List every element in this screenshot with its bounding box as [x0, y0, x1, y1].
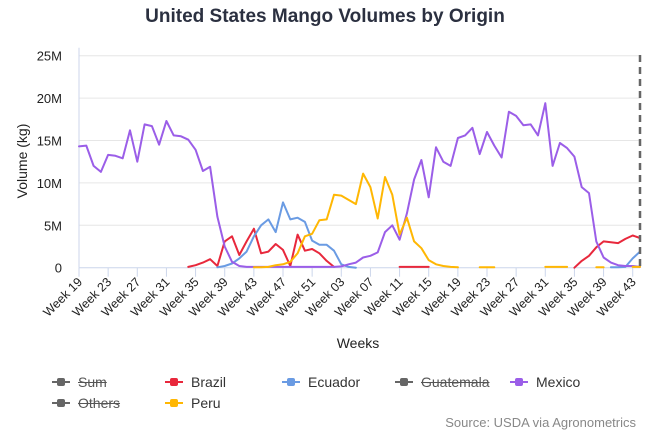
- legend-swatch-icon: [52, 398, 70, 408]
- legend-item-guatemala[interactable]: Guatemala: [395, 374, 489, 390]
- legend-item-brazil[interactable]: Brazil: [165, 374, 226, 390]
- legend-swatch-icon: [165, 377, 183, 387]
- legend-swatch-icon: [165, 398, 183, 408]
- legend-item-sum[interactable]: Sum: [52, 374, 107, 390]
- legend-swatch-icon: [510, 377, 528, 387]
- x-axis-label: Weeks: [337, 335, 380, 351]
- legend-label: Mexico: [536, 374, 581, 390]
- legend-label: Guatemala: [421, 374, 490, 390]
- series-line-mexico: [78, 102, 641, 268]
- y-tick-label: 25M: [37, 49, 62, 64]
- series-line-brazil: [187, 227, 641, 269]
- series-line-peru: [252, 172, 641, 269]
- legend-label: Sum: [78, 374, 107, 390]
- y-tick-label: 0: [55, 261, 62, 276]
- legend-swatch-icon: [395, 377, 413, 387]
- legend-item-ecuador[interactable]: Ecuador: [282, 374, 360, 390]
- y-tick-label: 10M: [37, 176, 62, 191]
- source-note: Source: USDA via Agronometrics: [445, 415, 636, 430]
- y-axis-label: Volume (kg): [14, 124, 30, 199]
- series-line-ecuador: [216, 201, 641, 269]
- y-tick-label: 20M: [37, 91, 62, 106]
- legend-item-others[interactable]: Others: [52, 395, 120, 411]
- y-tick-label: 15M: [37, 134, 62, 149]
- legend-label: Ecuador: [308, 374, 361, 390]
- legend-label: Brazil: [191, 374, 227, 390]
- legend: Sum Brazil Ecuador Guatemala Mexico Others Per…: [0, 370, 650, 414]
- legend-item-mexico[interactable]: Mexico: [510, 374, 580, 390]
- chart-title: United States Mango Volumes by Origin: [145, 6, 505, 27]
- y-tick-label: 5M: [44, 218, 62, 233]
- legend-swatch-icon: [52, 377, 70, 387]
- legend-item-peru[interactable]: Peru: [165, 395, 221, 411]
- legend-swatch-icon: [282, 377, 300, 387]
- legend-label: Others: [78, 395, 121, 411]
- legend-label: Peru: [191, 395, 221, 411]
